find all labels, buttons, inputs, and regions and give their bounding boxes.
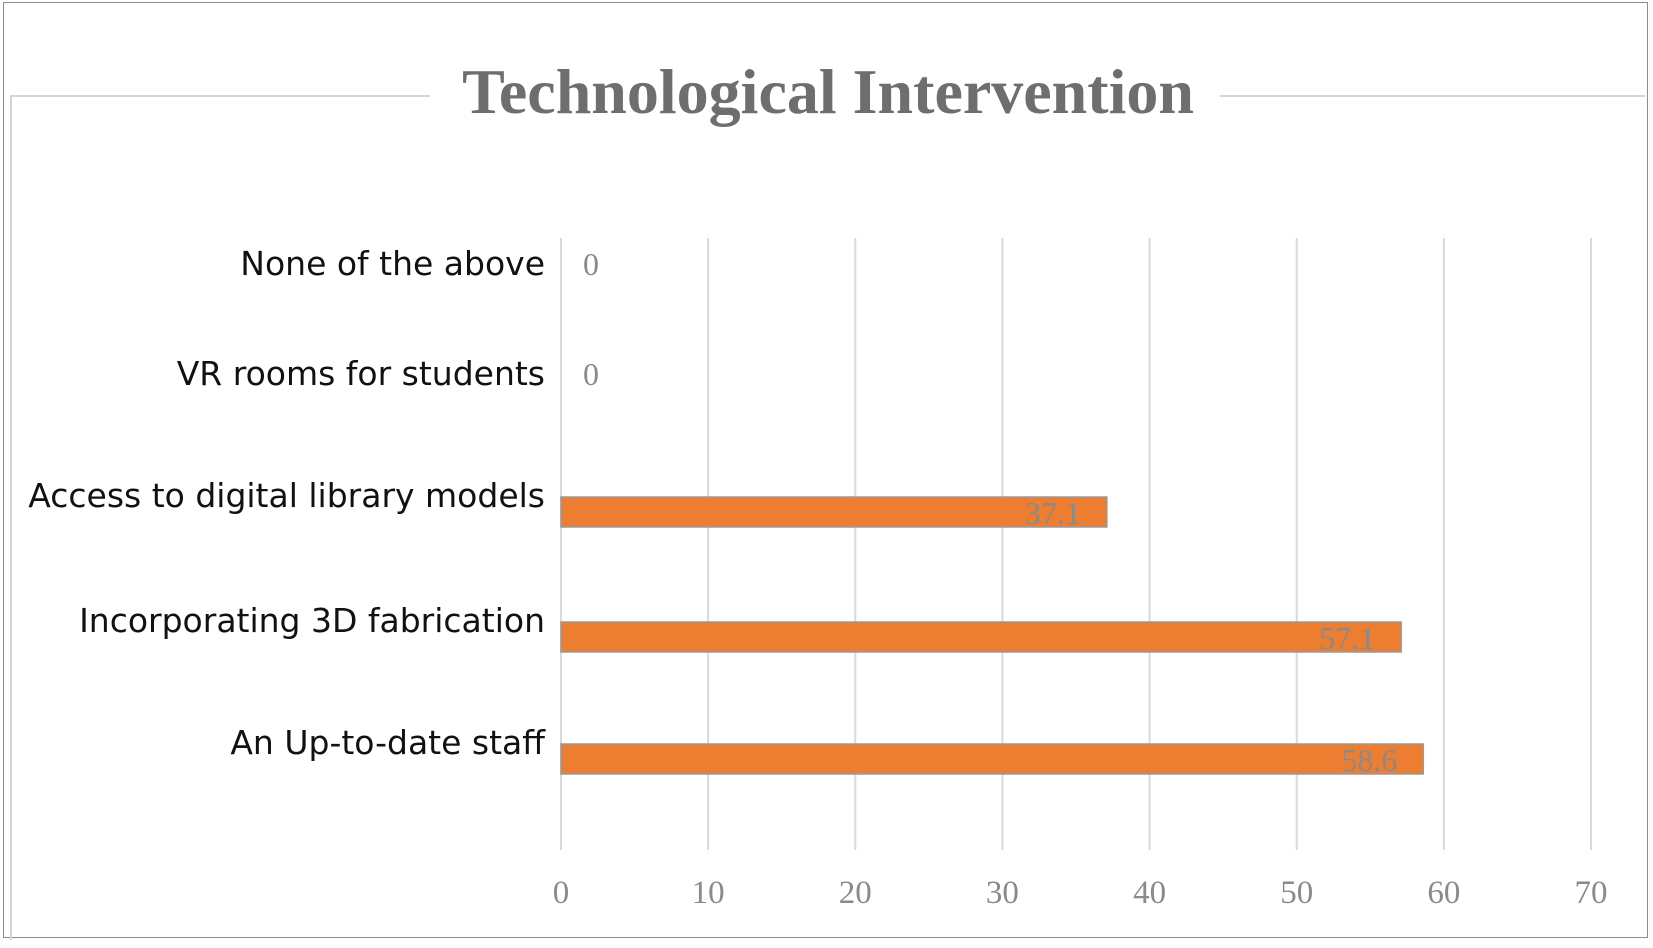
bars: [560, 496, 1425, 775]
data-label-3: 57.1: [1319, 620, 1375, 656]
category-label-2: Access to digital library models: [28, 476, 545, 515]
data-label-4: 58.6: [1341, 742, 1397, 778]
title-background: [430, 64, 1220, 130]
category-labels: None of the above VR rooms for students Ac…: [28, 244, 546, 762]
bar-4: [560, 743, 1425, 775]
category-label-1: VR rooms for students: [177, 354, 545, 393]
category-label-4: An Up-to-date staff: [230, 723, 546, 762]
data-label-1: 0: [583, 356, 599, 392]
bar-2: [560, 496, 1108, 528]
category-label-3: Incorporating 3D fabrication: [79, 601, 545, 640]
bar-3: [560, 621, 1402, 653]
data-labels: 0 0 37.1 57.1 58.6: [583, 246, 1397, 778]
x-axis-ticks: 0 10 20 30 40 50 60 70: [553, 875, 1608, 911]
x-tick-label-4: 40: [1133, 875, 1166, 911]
x-tick-label-3: 30: [986, 875, 1019, 911]
chart-title: Technological Intervention: [462, 56, 1194, 127]
data-label-2: 37.1: [1025, 495, 1081, 531]
x-tick-label-2: 20: [839, 875, 872, 911]
x-tick-label-0: 0: [553, 875, 570, 911]
category-label-0: None of the above: [240, 244, 545, 283]
x-tick-label-5: 50: [1280, 875, 1313, 911]
chart-frame: [3, 2, 1648, 938]
x-tick-label-7: 70: [1575, 875, 1608, 911]
x-tick-label-1: 10: [692, 875, 725, 911]
x-tick-label-6: 60: [1427, 875, 1460, 911]
data-label-0: 0: [583, 246, 599, 282]
